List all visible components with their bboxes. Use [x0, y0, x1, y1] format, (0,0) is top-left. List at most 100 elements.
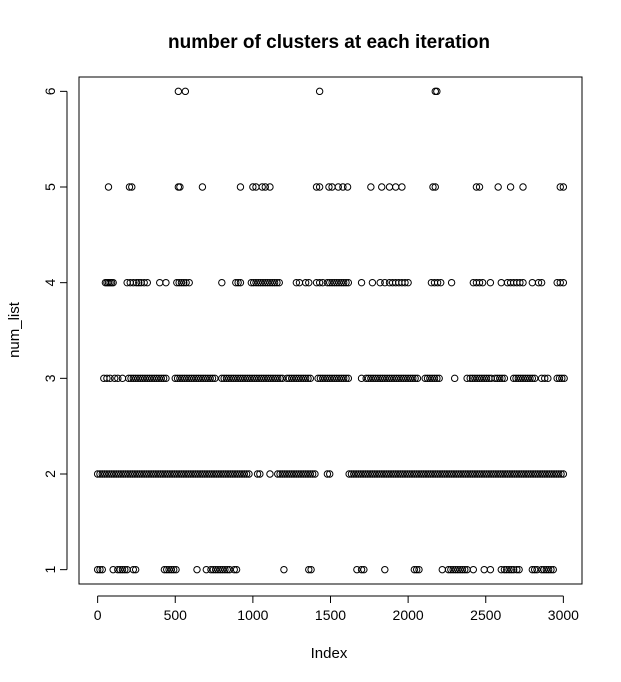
data-point — [536, 470, 544, 478]
x-tick-label: 2500 — [470, 607, 501, 623]
data-point — [112, 470, 120, 478]
data-point — [360, 565, 368, 574]
data-point — [545, 470, 554, 478]
data-point — [390, 374, 398, 383]
data-point — [454, 565, 462, 574]
data-point — [378, 470, 386, 478]
data-point — [209, 565, 217, 574]
data-point — [500, 374, 509, 383]
data-point — [357, 374, 366, 383]
data-point — [223, 565, 231, 574]
data-point — [135, 278, 143, 287]
data-point — [211, 374, 219, 383]
data-point — [503, 565, 511, 574]
data-point — [364, 374, 373, 383]
data-point — [305, 565, 313, 574]
data-point — [306, 374, 315, 383]
data-point — [216, 565, 224, 574]
data-point — [342, 374, 350, 383]
data-point — [315, 278, 324, 287]
data-point — [412, 470, 421, 478]
data-point — [478, 374, 486, 383]
data-point — [315, 183, 324, 191]
data-point — [124, 374, 133, 383]
data-point — [357, 565, 366, 574]
data-point — [540, 565, 548, 574]
data-point — [114, 374, 122, 383]
data-point — [409, 374, 417, 383]
data-point — [180, 374, 189, 383]
data-point — [501, 470, 509, 478]
data-point — [165, 565, 173, 574]
data-point — [469, 565, 478, 574]
data-point — [128, 470, 137, 478]
data-point — [236, 183, 245, 191]
data-point — [266, 278, 274, 287]
data-point — [121, 470, 130, 478]
data-point — [412, 565, 421, 574]
plot-frame — [78, 76, 583, 585]
data-point — [411, 374, 419, 383]
data-point — [473, 470, 481, 478]
data-point — [330, 278, 339, 287]
data-point — [249, 278, 258, 287]
data-point — [403, 470, 412, 478]
data-point — [207, 565, 215, 574]
data-point — [555, 374, 564, 383]
chart-title: number of clusters at each iteration — [168, 32, 490, 53]
data-point — [227, 374, 235, 383]
data-point — [274, 470, 282, 478]
data-point — [457, 470, 465, 478]
data-point — [136, 374, 145, 383]
data-point — [118, 565, 127, 574]
data-point — [103, 374, 111, 383]
data-point — [214, 565, 222, 574]
data-point — [314, 374, 322, 383]
data-point — [399, 374, 408, 383]
data-point — [364, 470, 372, 478]
data-point — [278, 374, 287, 383]
data-point — [206, 374, 214, 383]
y-axis: 1 2 3 4 5 6 — [42, 87, 68, 574]
data-point — [466, 374, 474, 383]
data-point — [497, 278, 505, 287]
data-point — [401, 470, 409, 478]
data-point — [350, 470, 358, 478]
data-point — [524, 470, 533, 478]
data-point — [198, 470, 207, 478]
data-point — [406, 374, 415, 383]
data-point — [240, 470, 249, 478]
data-point — [475, 278, 484, 287]
data-point — [438, 565, 446, 574]
data-point — [376, 374, 384, 383]
data-point — [443, 470, 451, 478]
data-point — [208, 470, 216, 478]
data-point — [292, 470, 301, 478]
data-point — [398, 183, 406, 191]
y-tick-label: 4 — [42, 279, 58, 287]
data-point — [283, 470, 291, 478]
y-tick-label: 5 — [42, 183, 58, 191]
data-point — [548, 470, 556, 478]
data-point — [466, 470, 474, 478]
data-point — [382, 470, 391, 478]
data-point — [475, 374, 484, 383]
data-point — [556, 183, 564, 191]
data-point — [492, 470, 500, 478]
data-point — [419, 470, 428, 478]
data-point — [475, 470, 484, 478]
data-point — [109, 278, 117, 287]
data-point — [522, 470, 530, 478]
data-point — [388, 374, 396, 383]
data-point — [126, 470, 134, 478]
data-point — [503, 470, 512, 478]
data-point — [231, 470, 239, 478]
data-point — [444, 565, 453, 574]
data-point — [253, 470, 262, 478]
data-point — [472, 183, 481, 191]
data-point — [98, 565, 106, 574]
data-point — [433, 470, 442, 478]
data-point — [422, 470, 430, 478]
data-point — [392, 183, 400, 191]
data-point — [424, 470, 433, 478]
